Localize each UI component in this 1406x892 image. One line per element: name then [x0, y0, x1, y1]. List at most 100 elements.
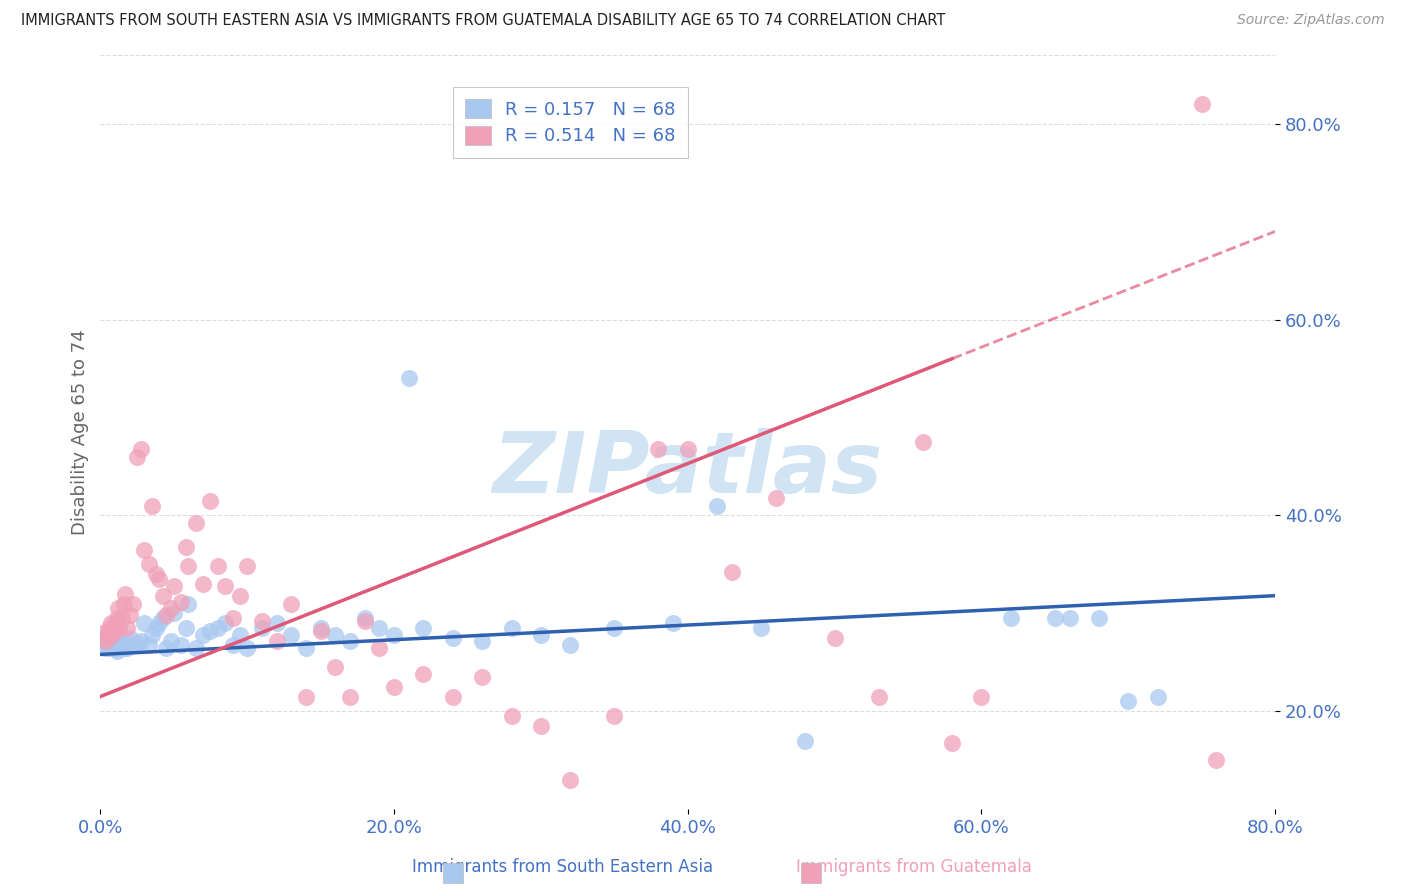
Point — [94, 631, 117, 645]
Point — [309, 624, 332, 638]
Point — [104, 616, 127, 631]
Point — [114, 638, 136, 652]
Point — [970, 690, 993, 704]
Point — [115, 640, 138, 655]
Point — [191, 628, 214, 642]
Point — [647, 442, 669, 456]
Point — [177, 597, 200, 611]
Point — [105, 643, 128, 657]
Point — [560, 638, 582, 652]
Point — [112, 597, 135, 611]
Point — [177, 559, 200, 574]
Point — [121, 597, 143, 611]
Point — [103, 633, 125, 648]
Point — [941, 735, 963, 749]
Point — [131, 442, 153, 456]
Point — [353, 614, 375, 628]
Point — [1043, 611, 1066, 625]
Point — [112, 640, 135, 655]
Point — [1118, 694, 1140, 708]
Point — [1146, 690, 1168, 704]
Point — [207, 621, 229, 635]
Point — [221, 638, 243, 652]
Point — [1059, 611, 1081, 625]
Point — [97, 633, 120, 648]
Point — [229, 628, 252, 642]
Point — [100, 635, 122, 649]
Point — [108, 633, 131, 648]
Point — [214, 616, 236, 631]
Point — [530, 628, 553, 642]
Point — [250, 614, 273, 628]
Point — [323, 660, 346, 674]
Point — [94, 640, 117, 655]
Point — [103, 624, 125, 638]
Point — [412, 621, 434, 635]
Text: Source: ZipAtlas.com: Source: ZipAtlas.com — [1237, 13, 1385, 28]
Point — [471, 670, 494, 684]
Point — [174, 621, 197, 635]
Point — [765, 491, 787, 505]
Point — [412, 667, 434, 681]
Point — [603, 621, 626, 635]
Point — [138, 558, 160, 572]
Point — [250, 621, 273, 635]
Point — [911, 434, 934, 449]
Point — [501, 709, 523, 723]
Legend: R = 0.157   N = 68, R = 0.514   N = 68: R = 0.157 N = 68, R = 0.514 N = 68 — [453, 87, 688, 158]
Point — [115, 621, 138, 635]
Point — [170, 594, 193, 608]
Point — [107, 638, 129, 652]
Point — [749, 621, 772, 635]
Point — [207, 559, 229, 574]
Point — [368, 640, 391, 655]
Text: Immigrants from South Eastern Asia: Immigrants from South Eastern Asia — [412, 858, 713, 876]
Point — [111, 611, 134, 625]
Point — [501, 621, 523, 635]
Point — [134, 542, 156, 557]
Point — [706, 499, 728, 513]
Point — [398, 371, 420, 385]
Point — [280, 628, 302, 642]
Point — [107, 601, 129, 615]
Point — [530, 719, 553, 733]
Point — [138, 638, 160, 652]
Point — [236, 559, 259, 574]
Point — [152, 611, 174, 625]
Point — [91, 626, 114, 640]
Point — [295, 690, 318, 704]
Point — [101, 638, 124, 652]
Point — [339, 690, 361, 704]
Point — [868, 690, 890, 704]
Point — [121, 638, 143, 652]
Point — [160, 601, 183, 615]
Point — [104, 640, 127, 655]
Point — [236, 640, 259, 655]
Text: ZIPatlas: ZIPatlas — [492, 428, 883, 511]
Point — [382, 680, 405, 694]
Point — [170, 638, 193, 652]
Point — [309, 621, 332, 635]
Point — [266, 616, 288, 631]
Point — [721, 565, 744, 579]
Point — [155, 640, 177, 655]
Point — [125, 450, 148, 464]
Point — [148, 616, 170, 631]
Point — [105, 611, 128, 625]
Point — [1088, 611, 1111, 625]
Point — [1000, 611, 1022, 625]
Point — [184, 640, 207, 655]
Point — [111, 635, 134, 649]
Point — [97, 626, 120, 640]
Y-axis label: Disability Age 65 to 74: Disability Age 65 to 74 — [72, 329, 89, 535]
Point — [824, 631, 846, 645]
Point — [163, 579, 186, 593]
Point — [98, 621, 121, 635]
Text: IMMIGRANTS FROM SOUTH EASTERN ASIA VS IMMIGRANTS FROM GUATEMALA DISABILITY AGE 6: IMMIGRANTS FROM SOUTH EASTERN ASIA VS IM… — [21, 13, 945, 29]
Point — [160, 633, 183, 648]
Point — [191, 577, 214, 591]
Point — [603, 709, 626, 723]
Point — [131, 633, 153, 648]
Point — [1191, 97, 1213, 112]
Point — [145, 621, 167, 635]
